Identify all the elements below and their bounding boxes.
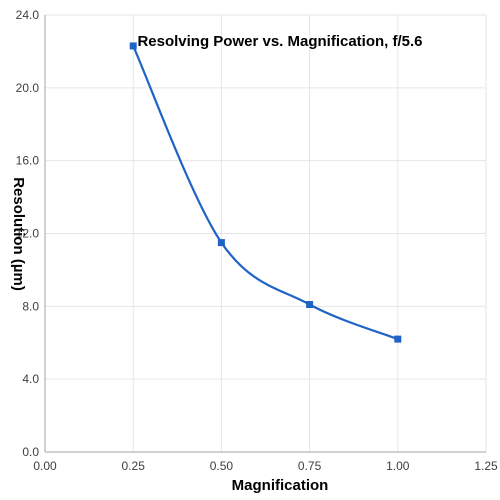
y-tick-labels: 0.0 4.0 8.0 12.0 16.0 20.0 24.0 — [16, 8, 40, 459]
x-axis-title: Magnification — [232, 477, 329, 494]
x-tick-label: 0.50 — [210, 459, 234, 473]
y-tick-label: 4.0 — [22, 372, 39, 386]
y-tick-label: 24.0 — [16, 8, 40, 22]
data-point-marker — [129, 42, 137, 50]
data-point-marker — [306, 301, 314, 309]
y-axis-title: Resolution (µm) — [10, 177, 27, 291]
x-tick-label: 0.25 — [122, 459, 146, 473]
x-tick-labels: 0.00 0.25 0.50 0.75 1.00 1.25 — [33, 459, 498, 473]
x-tick-label: 1.00 — [386, 459, 410, 473]
y-tick-label: 16.0 — [16, 154, 40, 168]
x-tick-label: 0.75 — [298, 459, 322, 473]
y-tick-label: 12.0 — [16, 227, 40, 241]
x-tick-label: 0.00 — [33, 459, 57, 473]
series-line — [132, 44, 399, 341]
x-tick-label: 1.25 — [474, 459, 498, 473]
y-tick-label: 8.0 — [22, 299, 39, 313]
data-point-marker — [217, 239, 225, 247]
axes — [44, 15, 486, 453]
chart-title: Resolving Power vs. Magnification, f/5.6 — [137, 33, 422, 50]
data-point-marker — [394, 335, 402, 343]
y-tick-label: 0.0 — [22, 445, 39, 459]
grid — [45, 14, 487, 452]
y-tick-label: 20.0 — [16, 81, 40, 95]
series-group — [129, 42, 402, 343]
